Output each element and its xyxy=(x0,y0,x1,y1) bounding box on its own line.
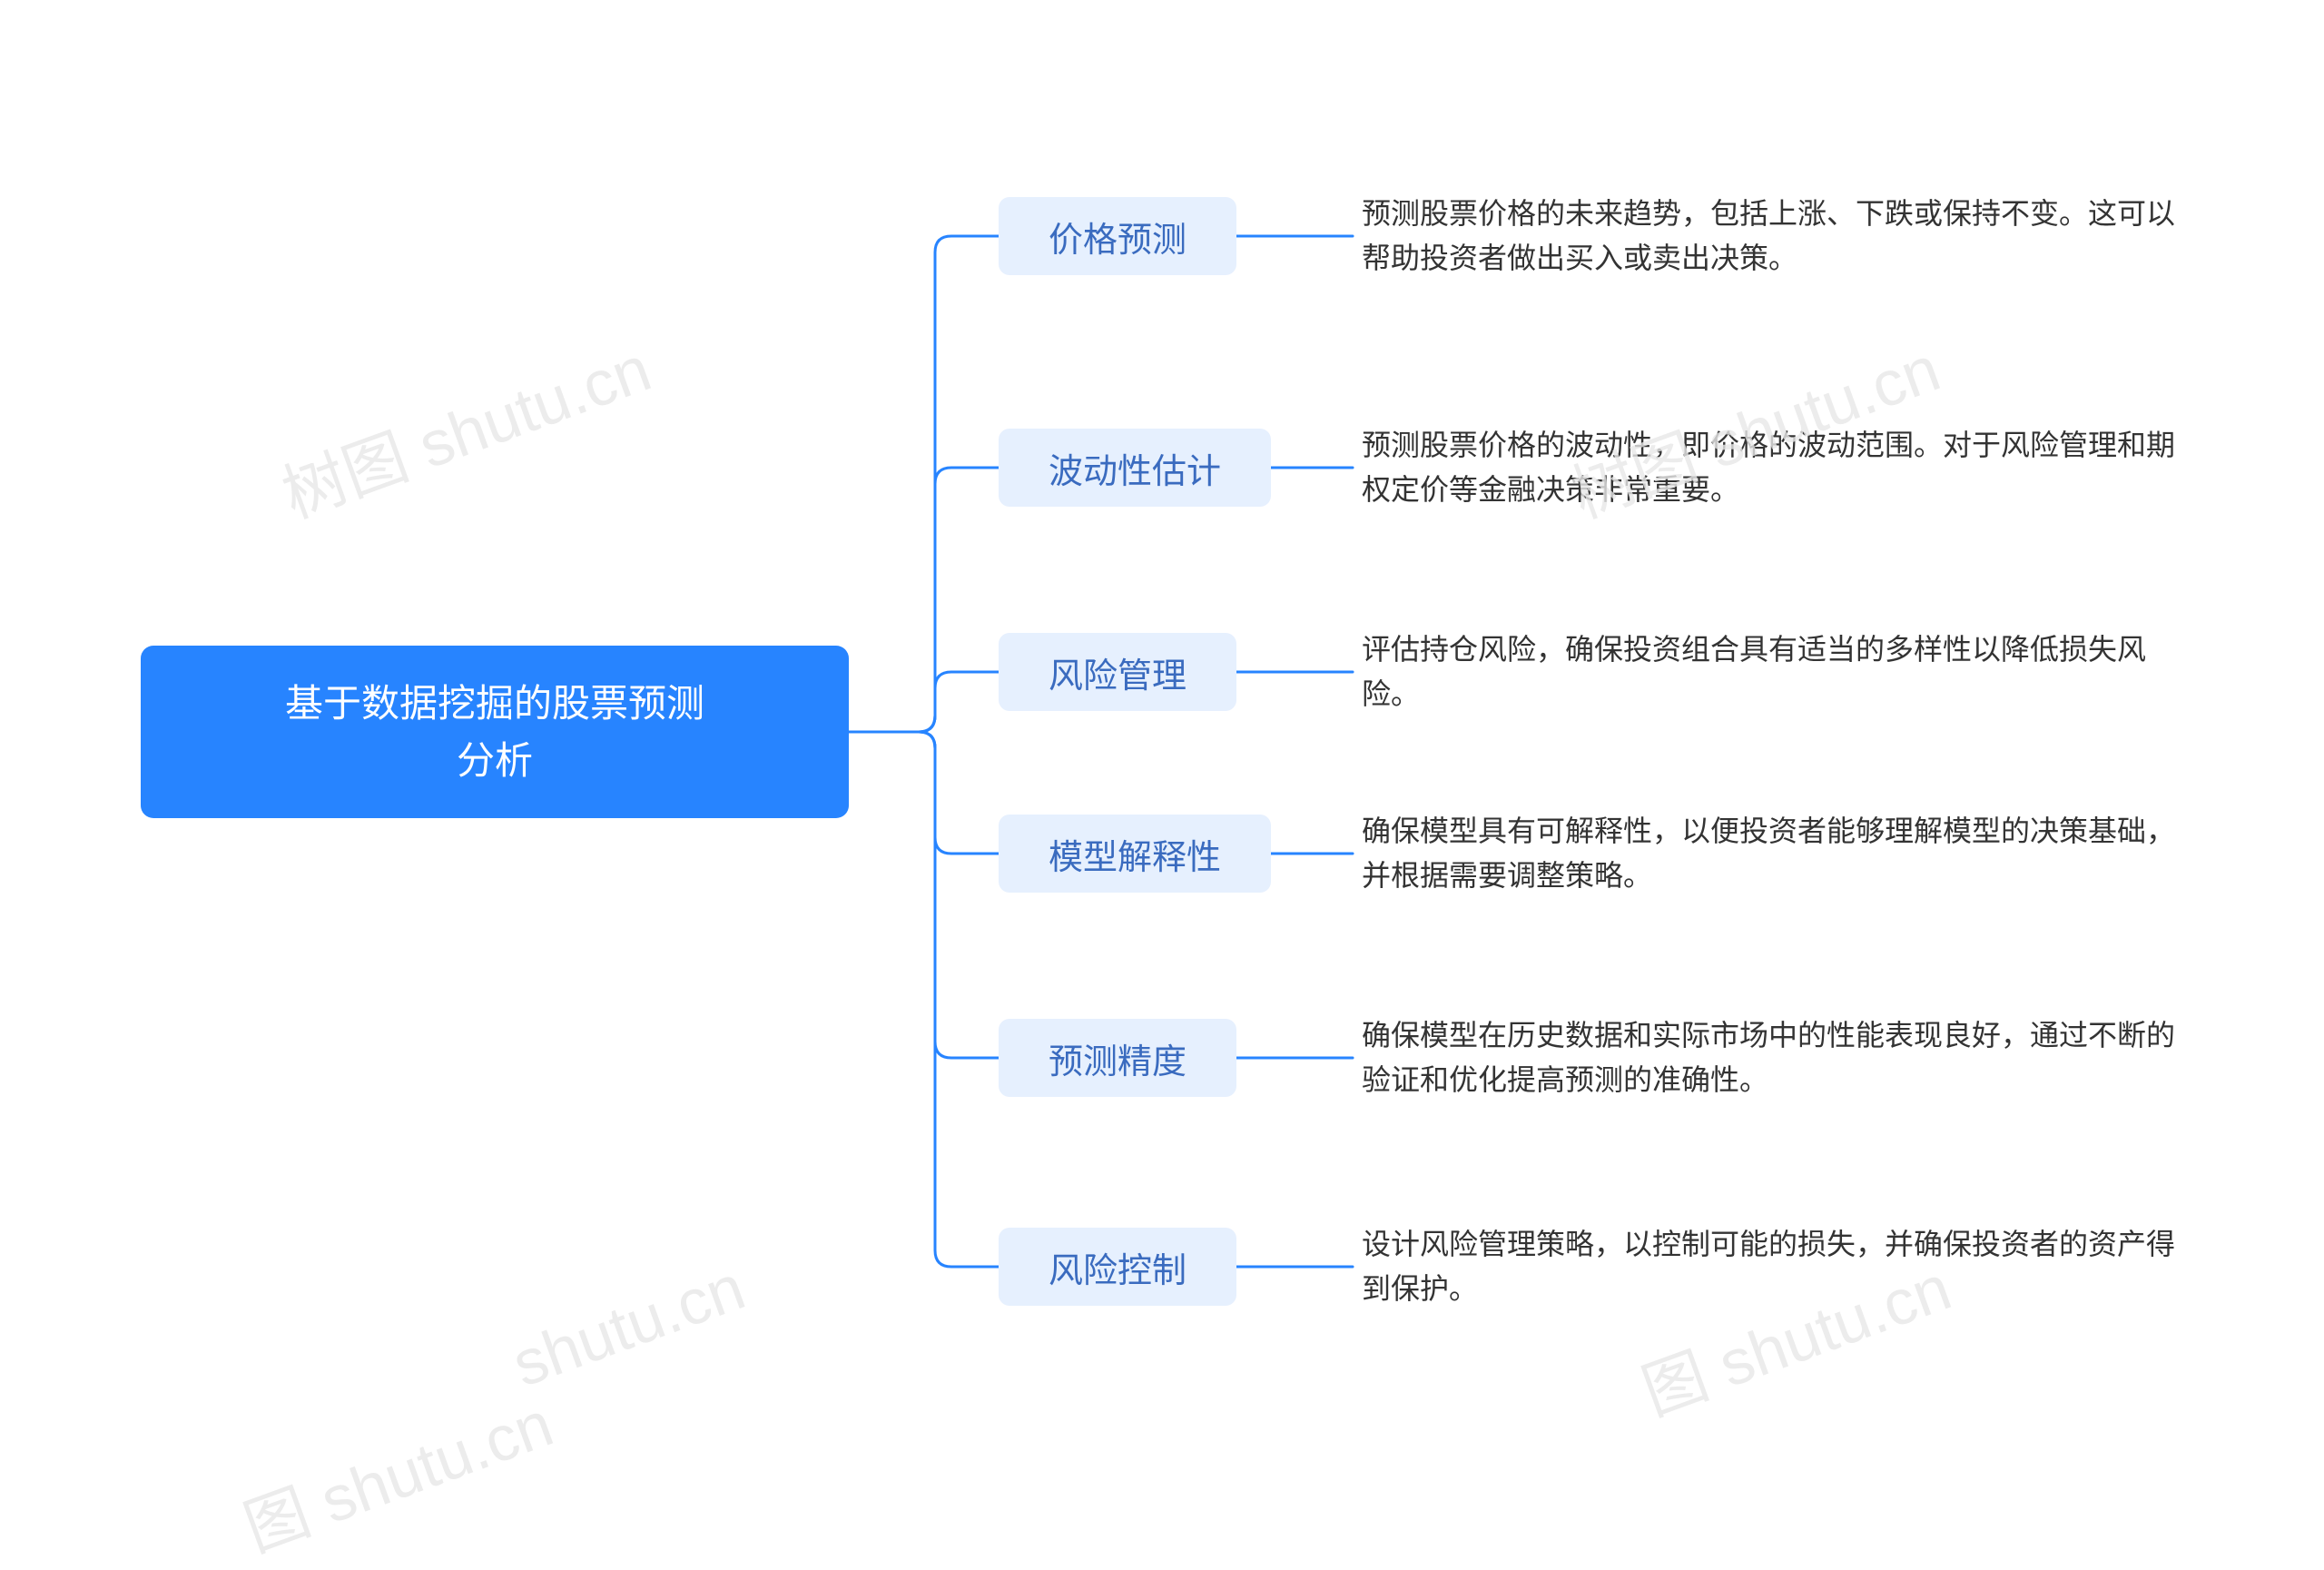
child-description: 预测股票价格的波动性，即价格的波动范围。对于风险管理和期权定价等金融决策非常重要… xyxy=(1362,423,2179,513)
child-node-label: 价格预测 xyxy=(1049,212,1187,262)
child-node[interactable]: 风险管理 xyxy=(999,633,1236,711)
child-description: 设计风险管理策略，以控制可能的损失，并确保投资者的资产得到保护。 xyxy=(1362,1222,2179,1312)
watermark: 树图 shutu.cn xyxy=(269,319,662,537)
child-node[interactable]: 预测精度 xyxy=(999,1019,1236,1097)
child-description: 预测股票价格的未来趋势，包括上涨、下跌或保持不变。这可以帮助投资者做出买入或卖出… xyxy=(1362,192,2179,281)
child-node-label: 预测精度 xyxy=(1049,1033,1187,1083)
child-node-label: 风险控制 xyxy=(1049,1242,1187,1292)
child-node[interactable]: 风险控制 xyxy=(999,1228,1236,1306)
mindmap-canvas: 基于数据挖掘的股票预测分析 价格预测 预测股票价格的未来趋势，包括上涨、下跌或保持… xyxy=(0,0,2324,1436)
child-node[interactable]: 模型解释性 xyxy=(999,815,1271,893)
watermark: shutu.cn xyxy=(503,1250,753,1401)
child-node[interactable]: 波动性估计 xyxy=(999,429,1271,507)
child-node-label: 模型解释性 xyxy=(1049,829,1221,879)
child-description: 确保模型在历史数据和实际市场中的性能表现良好，通过不断的验证和优化提高预测的准确… xyxy=(1362,1013,2179,1103)
watermark: 图 shutu.cn xyxy=(230,1373,563,1569)
child-node-label: 波动性估计 xyxy=(1049,443,1221,493)
child-description: 确保模型具有可解释性，以便投资者能够理解模型的决策基础，并根据需要调整策略。 xyxy=(1362,809,2179,899)
root-node[interactable]: 基于数据挖掘的股票预测分析 xyxy=(141,646,849,818)
child-description: 评估持仓风险，确保投资组合具有适当的多样性以降低损失风险。 xyxy=(1362,627,2179,717)
child-node[interactable]: 价格预测 xyxy=(999,197,1236,275)
child-node-label: 风险管理 xyxy=(1049,647,1187,697)
root-node-label: 基于数据挖掘的股票预测分析 xyxy=(285,675,704,789)
